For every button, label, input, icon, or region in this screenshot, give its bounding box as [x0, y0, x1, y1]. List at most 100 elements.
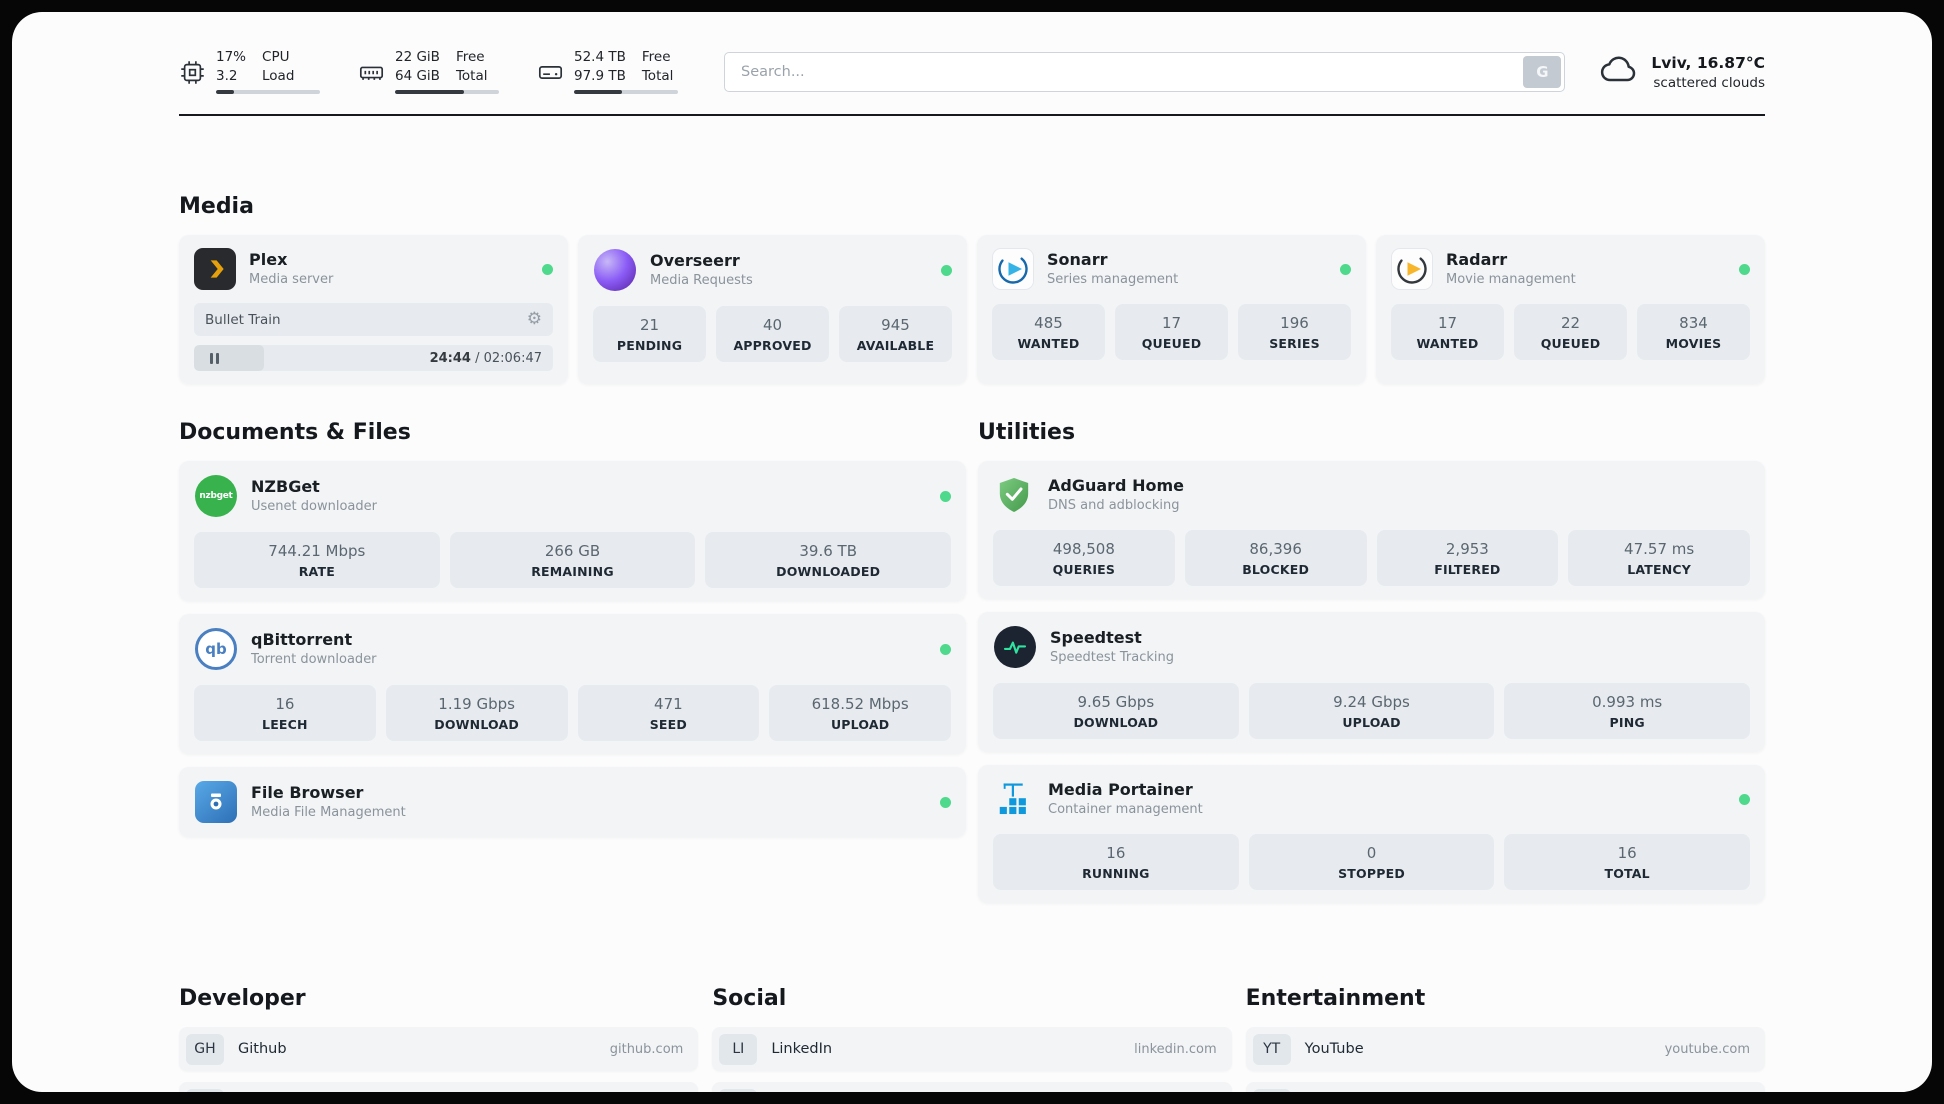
- app-subtitle: Speedtest Tracking: [1050, 649, 1174, 665]
- cloud-icon: [1599, 50, 1639, 94]
- app-card-nzbget[interactable]: nzbget NZBGet Usenet downloader 744.21 M…: [179, 461, 966, 602]
- app-name: Radarr: [1446, 250, 1508, 270]
- bookmark-name: Github: [238, 1041, 287, 1058]
- bookmark-stackoverflow[interactable]: SO StackOverflow stackoverflow.com: [179, 1082, 699, 1092]
- stat-blocked: 86,396 BLOCKED: [1184, 530, 1367, 587]
- app-card-portainer[interactable]: Media Portainer Container management 16 …: [978, 765, 1765, 904]
- sonarr-icon: [992, 248, 1034, 291]
- media-grid: Plex Media server Bullet Train ⚙ 24:44 /…: [179, 235, 1765, 385]
- entertainment-column: Entertainment YT YouTube youtube.com NF …: [1245, 916, 1765, 1092]
- disk-total-value: 97.9 TB: [574, 67, 626, 84]
- header-divider: [179, 114, 1765, 117]
- app-subtitle: Torrent downloader: [251, 651, 377, 667]
- bookmark-linkedin[interactable]: LI LinkedIn linkedin.com: [712, 1027, 1232, 1072]
- disk-total-label: Total: [641, 67, 674, 84]
- bookmark-twitter[interactable]: TW Twitter twitter.com: [712, 1082, 1232, 1092]
- status-dot: [940, 796, 951, 808]
- app-subtitle: Media File Management: [251, 804, 406, 820]
- bookmark-abbr: TW: [719, 1088, 758, 1092]
- ram-total-value: 64 GiB: [395, 67, 440, 84]
- app-subtitle: Series management: [1047, 271, 1179, 287]
- app-subtitle: Usenet downloader: [251, 498, 377, 514]
- stat-download: 1.19 Gbps DOWNLOAD: [385, 685, 568, 742]
- app-name: NZBGet: [251, 477, 320, 497]
- player-progress[interactable]: 24:44 / 02:06:47: [194, 345, 553, 372]
- social-column: Social LI LinkedIn linkedin.com TW Twitt…: [712, 916, 1232, 1092]
- ram-progress-bar: [395, 90, 499, 95]
- stat-seed: 471 SEED: [577, 685, 760, 742]
- stat-total: 16 TOTAL: [1504, 834, 1751, 891]
- app-name: Plex: [249, 250, 288, 270]
- status-dot: [1739, 263, 1750, 275]
- disk-free-value: 52.4 TB: [574, 49, 626, 65]
- app-name: Speedtest: [1050, 628, 1142, 648]
- stat-remaining: 266 GB REMAINING: [449, 532, 696, 589]
- app-subtitle: Container management: [1048, 801, 1203, 817]
- bookmark-abbr: NF: [1252, 1088, 1291, 1092]
- section-title-media: Media: [179, 194, 254, 220]
- stat-upload: 9.24 Gbps UPLOAD: [1248, 683, 1495, 740]
- section-title-utilities: Utilities: [978, 420, 1076, 446]
- stat-leech: 16 LEECH: [194, 685, 376, 742]
- dashboard-page: 17% 3.2 CPU Load: [12, 12, 1932, 1092]
- weather-location: Lviv, 16.87°C: [1651, 53, 1765, 72]
- cpu-widget: 17% 3.2 CPU Load: [179, 49, 320, 95]
- app-card-adguard[interactable]: AdGuard Home DNS and adblocking 498,508 …: [978, 461, 1765, 600]
- stat-stopped: 0 STOPPED: [1248, 834, 1495, 891]
- player-time: 24:44 / 02:06:47: [429, 350, 542, 366]
- gear-icon[interactable]: ⚙: [526, 309, 542, 330]
- app-card-speedtest[interactable]: Speedtest Speedtest Tracking 9.65 Gbps D…: [978, 612, 1765, 753]
- app-card-radarr[interactable]: Radarr Movie management 17 WANTED 22 QUE…: [1376, 235, 1765, 385]
- status-dot: [1340, 263, 1351, 275]
- app-card-sonarr[interactable]: Sonarr Series management 485 WANTED 17 Q…: [977, 235, 1366, 385]
- filebrowser-icon: [194, 780, 238, 824]
- section-title-entertainment: Entertainment: [1245, 986, 1426, 1012]
- cpu-progress-bar: [216, 90, 320, 95]
- section-title-social: Social: [712, 986, 787, 1012]
- disk-free-label: Free: [641, 49, 671, 65]
- app-card-overseerr[interactable]: Overseerr Media Requests 21 PENDING 40 A…: [578, 235, 967, 385]
- app-card-filebrowser[interactable]: File Browser Media File Management: [179, 767, 966, 838]
- app-name: qBittorrent: [251, 630, 353, 650]
- app-card-plex[interactable]: Plex Media server Bullet Train ⚙ 24:44 /…: [179, 235, 568, 385]
- search-engine-button[interactable]: G: [1523, 56, 1562, 89]
- stat-approved: 40 APPROVED: [716, 306, 829, 363]
- pause-icon[interactable]: [204, 349, 225, 368]
- disk-progress-bar: [574, 90, 678, 95]
- portainer-icon: [993, 778, 1035, 820]
- bookmark-abbr: LI: [719, 1033, 758, 1065]
- bookmark-netflix[interactable]: NF Netflix netflix.com: [1245, 1082, 1765, 1092]
- stat-downloaded: 39.6 TB DOWNLOADED: [705, 532, 952, 589]
- search-input[interactable]: [724, 52, 1566, 93]
- stat-series: 196 SERIES: [1238, 304, 1351, 361]
- status-dot: [940, 490, 951, 502]
- utilities-column: Utilities: [978, 384, 1765, 916]
- search-bar: G: [724, 52, 1566, 93]
- stat-upload: 618.52 Mbps UPLOAD: [769, 685, 951, 742]
- app-name: AdGuard Home: [1048, 476, 1184, 496]
- bookmark-url: linkedin.com: [1134, 1041, 1217, 1057]
- stat-available: 945 AVAILABLE: [839, 306, 952, 363]
- status-dot: [542, 263, 553, 275]
- qbittorrent-icon: qb: [194, 627, 238, 671]
- bookmark-abbr: GH: [186, 1033, 224, 1065]
- app-card-qbittorrent[interactable]: qb qBittorrent Torrent downloader 16 LEE…: [179, 614, 966, 755]
- bookmark-github[interactable]: GH Github github.com: [179, 1027, 699, 1072]
- plex-icon: [194, 248, 236, 291]
- stat-queries: 498,508 QUERIES: [993, 530, 1175, 587]
- app-name: File Browser: [251, 783, 364, 803]
- topbar: 17% 3.2 CPU Load: [179, 42, 1765, 95]
- nzbget-icon: nzbget: [194, 474, 238, 518]
- ram-total-label: Total: [455, 67, 488, 84]
- section-title-developer: Developer: [179, 986, 306, 1012]
- cpu-icon: [179, 59, 206, 86]
- bookmark-youtube[interactable]: YT YouTube youtube.com: [1245, 1027, 1765, 1072]
- adguard-icon: [993, 474, 1035, 516]
- stat-queued: 22 QUEUED: [1514, 304, 1627, 361]
- stat-pending: 21 PENDING: [593, 306, 706, 363]
- documents-column: Documents & Files nzbget NZBGet Usenet d…: [179, 384, 966, 850]
- status-dot: [941, 264, 952, 276]
- now-playing-bar: Bullet Train ⚙: [194, 303, 553, 337]
- stat-rate: 744.21 Mbps RATE: [194, 532, 440, 589]
- stat-wanted: 17 WANTED: [1391, 304, 1504, 361]
